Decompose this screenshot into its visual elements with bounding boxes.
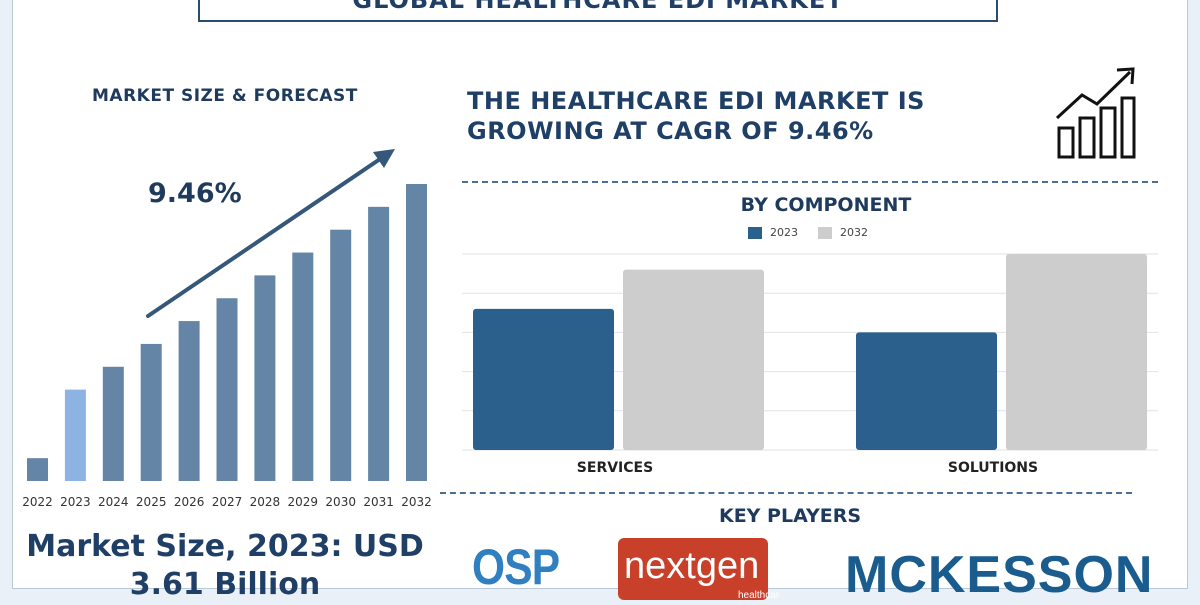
forecast-bar-2026 — [178, 321, 200, 481]
section-divider — [462, 181, 1158, 183]
nextgen-logo-sub: healthcare — [738, 590, 780, 600]
forecast-tick-2028: 2028 — [250, 495, 281, 509]
forecast-tick-2026: 2026 — [174, 495, 205, 509]
category-label-solutions: SOLUTIONS — [947, 460, 1039, 476]
legend-swatch-2032 — [818, 226, 832, 239]
forecast-bar-2023 — [64, 389, 86, 481]
forecast-bar-2030 — [330, 229, 352, 481]
forecast-tick-2024: 2024 — [98, 495, 129, 509]
forecast-bar-2029 — [292, 252, 314, 481]
forecast-tick-2032: 2032 — [401, 495, 432, 509]
nextgen-logo: nextgen healthcare — [618, 538, 780, 600]
forecast-tick-2022: 2022 — [22, 495, 53, 509]
forecast-tick-2023: 2023 — [60, 495, 91, 509]
infographic-frame — [12, 0, 1188, 589]
component-bar-solutions-2023 — [856, 332, 997, 450]
cagr-headline: THE HEALTHCARE EDI MARKET IS GROWING AT … — [467, 87, 925, 145]
forecast-bar-2027 — [216, 298, 238, 481]
forecast-tick-2027: 2027 — [212, 495, 243, 509]
forecast-bar-2032 — [406, 184, 427, 481]
forecast-bar-2025 — [140, 343, 162, 481]
osp-logo: OSP — [472, 539, 560, 595]
legend-label-2032: 2032 — [840, 226, 868, 239]
section-divider — [440, 492, 1132, 494]
legend-item-2032: 2032 — [818, 226, 868, 239]
trend-arrow-icon — [146, 149, 395, 318]
forecast-bar-2028 — [254, 275, 276, 481]
forecast-tick-2030: 2030 — [325, 495, 356, 509]
legend-swatch-2023 — [748, 226, 762, 239]
nextgen-logo-word: nextgen — [624, 545, 759, 587]
cagr-value: 9.46% — [148, 178, 242, 209]
forecast-bar-2022 — [27, 458, 48, 481]
forecast-tick-2031: 2031 — [363, 495, 394, 509]
component-chart-title: BY COMPONENT — [740, 194, 912, 216]
forecast-tick-2025: 2025 — [136, 495, 167, 509]
component-bar-services-2023 — [473, 308, 614, 450]
market-size-heading: MARKET SIZE & FORECAST — [92, 86, 358, 106]
forecast-bar-2024 — [102, 366, 124, 481]
page-title: Global Healthcare EDI Market — [198, 0, 998, 22]
market-size-text: Market Size, 2023: USD 3.61 Billion — [26, 529, 424, 602]
mckesson-logo: MCKESSON — [845, 546, 1154, 604]
legend-label-2023: 2023 — [770, 226, 798, 239]
forecast-bar-2031 — [368, 206, 390, 481]
forecast-tick-2029: 2029 — [288, 495, 319, 509]
legend-item-2023: 2023 — [748, 226, 798, 239]
category-label-services: SERVICES — [576, 460, 654, 476]
component-bar-solutions-2032 — [1006, 254, 1147, 450]
key-players-title: KEY PLAYERS — [718, 505, 862, 527]
component-bar-services-2032 — [623, 269, 764, 450]
